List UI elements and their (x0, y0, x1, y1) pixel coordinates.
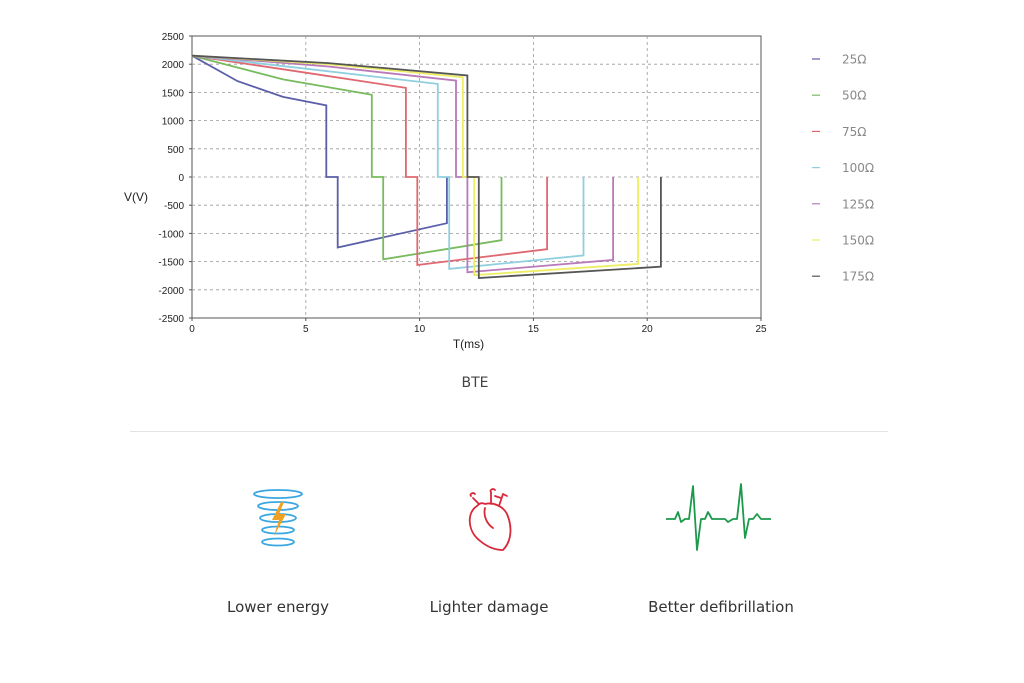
y-tick-label: 2000 (162, 60, 185, 71)
x-tick-label: 0 (189, 324, 195, 335)
series-line (191, 54, 503, 261)
y-tick-label: 1500 (162, 88, 185, 99)
y-tick-label: -2500 (158, 314, 184, 325)
feature-lighter-damage: Lighter damage (389, 478, 589, 616)
series-line (191, 54, 585, 270)
x-tick-label: 25 (755, 324, 767, 335)
heart-icon (468, 488, 512, 551)
chart-caption: BTE (461, 375, 489, 391)
waveform-chart: 0 5 10 15 20 25 2500 2000 1500 1000 500 0 -500 -1000 -… (124, 32, 874, 351)
ecg-icon (666, 483, 771, 551)
legend-label: 25Ω (842, 53, 866, 67)
feature-better-defibrillation: Better defibrillation (621, 478, 821, 616)
legend-label: 125Ω (842, 197, 874, 211)
x-tick-label: 15 (528, 324, 540, 335)
feature-label: Lower energy (227, 598, 329, 616)
y-tick-label: 0 (178, 173, 184, 184)
y-tick-label: -1000 (158, 229, 184, 240)
y-tick-label: 2500 (162, 32, 185, 43)
x-axis-label: T(ms) (453, 337, 484, 351)
series-line (191, 54, 548, 267)
y-tick-label: -2000 (158, 286, 184, 297)
feature-lower-energy: Lower energy (178, 478, 378, 616)
legend-label: 175Ω (842, 270, 874, 284)
y-tick-label: -1500 (158, 258, 184, 269)
series-line (191, 54, 614, 274)
legend-label: 50Ω (842, 89, 866, 103)
chart-svg: 0 5 10 15 20 25 2500 2000 1500 1000 500 0 -500 -1000 -… (124, 32, 874, 351)
feature-label: Better defibrillation (648, 598, 794, 616)
series-line (191, 54, 662, 279)
energy-coil-icon (253, 489, 303, 547)
legend-label: 100Ω (842, 161, 874, 175)
x-tick-label: 10 (414, 324, 426, 335)
section-divider (130, 431, 888, 432)
y-tick-label: -500 (164, 201, 184, 212)
feature-label: Lighter damage (429, 598, 549, 616)
y-axis-label: V(V) (124, 190, 148, 204)
series-line (191, 54, 448, 249)
x-tick-label: 5 (303, 324, 309, 335)
y-tick-label: 500 (167, 145, 184, 156)
legend-label: 75Ω (842, 125, 866, 139)
x-tick-label: 20 (642, 324, 654, 335)
y-tick-label: 1000 (162, 117, 185, 128)
legend-label: 150Ω (842, 234, 874, 248)
